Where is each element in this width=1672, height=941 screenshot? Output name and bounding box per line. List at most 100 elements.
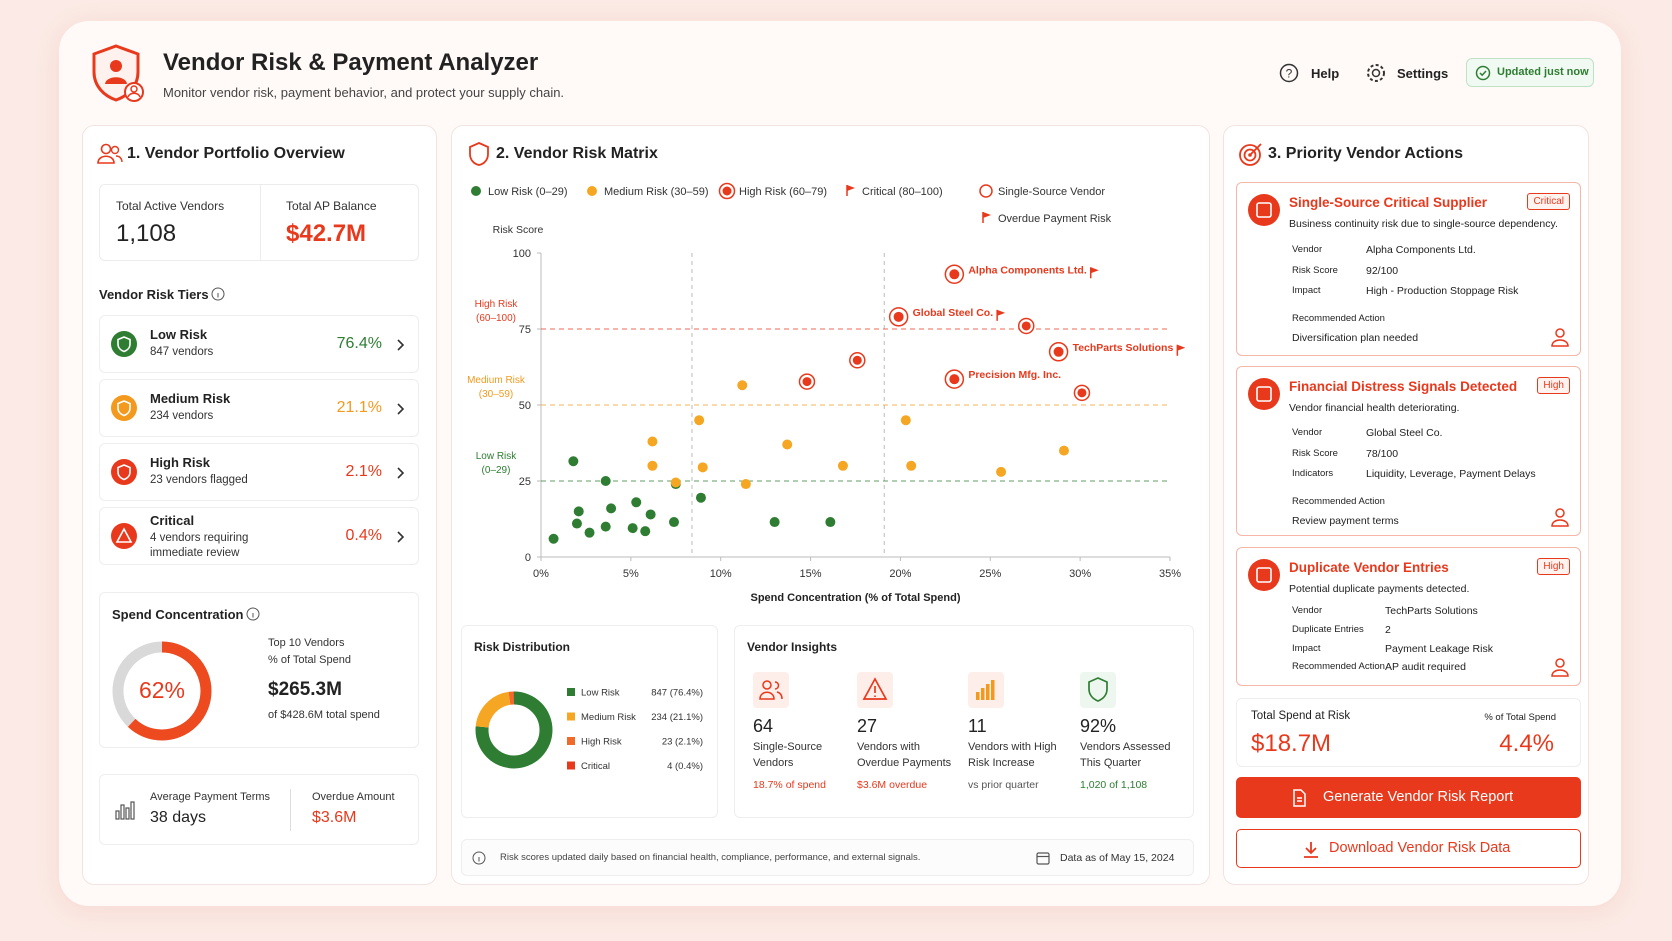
flag: [983, 212, 991, 218]
insight-note: 1,020 of 1,108: [1080, 779, 1148, 791]
card-badge: High: [1537, 377, 1570, 394]
button-glyph: [1304, 842, 1318, 858]
field-label: Vendor: [1292, 427, 1323, 438]
chevron-glyph: [397, 467, 405, 479]
info-icon: [472, 851, 486, 865]
help-icon[interactable]: ?: [1279, 63, 1299, 83]
field-value: 92/100: [1366, 264, 1399, 277]
payment-value: 38 days: [150, 809, 207, 826]
legend-swatch: [567, 712, 575, 721]
assign-icon: [1551, 658, 1569, 677]
chevron-glyph: [397, 531, 405, 543]
point: [782, 439, 793, 450]
point: [645, 509, 656, 520]
tier-detail: 4 vendors requiring immediate review: [150, 532, 249, 559]
tier-icon-glyph: [115, 527, 133, 543]
legend-swatch: [567, 761, 575, 770]
insight-value: 27: [857, 716, 878, 736]
threshold-label: High Risk: [475, 299, 519, 310]
flag: [1177, 344, 1186, 351]
action-card[interactable]: Financial Distress Signals Detected High V…: [1236, 366, 1581, 536]
card-icon: [1248, 194, 1280, 226]
legend-value: 23 (2.1%): [662, 737, 703, 748]
glyph: [991, 680, 995, 700]
help-link[interactable]: Help: [1311, 66, 1340, 81]
spend-caption: Top 10 Vendors: [268, 637, 345, 649]
kpi-divider: [260, 185, 261, 260]
threshold-range: (30–59): [479, 389, 513, 400]
point: [571, 518, 582, 529]
field-value: 78/100: [1366, 447, 1399, 460]
spend-amount: $265.3M: [268, 679, 342, 700]
insight-icon: [857, 672, 893, 708]
action-text: Diversification plan needed: [1292, 331, 1419, 344]
tier-row[interactable]: Low Risk 847 vendors 76.4%: [99, 315, 419, 373]
point: [697, 462, 708, 473]
assign-glyph: [1551, 519, 1569, 527]
tier-row[interactable]: High Risk 23 vendors flagged 2.1%: [99, 443, 419, 501]
tier-detail: 847 vendors: [150, 346, 214, 358]
button-icon: [1304, 842, 1318, 858]
tier-row[interactable]: Critical 4 vendors requiring immediate re…: [99, 507, 419, 565]
tier-icon: [111, 331, 137, 357]
distribution-box: Risk Distribution Low Risk 847 (76.4%) Medi…: [461, 625, 718, 818]
field-label: Vendor: [1292, 605, 1323, 616]
point: [548, 533, 559, 544]
tier-name: Low Risk: [150, 327, 208, 342]
x-tick-label: 15%: [800, 568, 822, 580]
card-icon-glyph: [1256, 567, 1272, 583]
info-circle: [211, 287, 225, 301]
field-value: Liquidity, Leverage, Payment Delays: [1366, 468, 1536, 480]
settings-link[interactable]: Settings: [1397, 66, 1449, 81]
point: [737, 380, 748, 391]
legend-label: Medium Risk: [581, 712, 636, 723]
threshold-range: (60–100): [476, 313, 516, 324]
legend-label: Low Risk: [581, 688, 620, 699]
box-title: Spend Concentration: [112, 607, 244, 622]
action-button[interactable]: Generate Vendor Risk Report: [1236, 777, 1581, 818]
action-card[interactable]: Single-Source Critical Supplier Critical B…: [1236, 182, 1581, 356]
glyph: [1088, 677, 1108, 702]
x-axis-title: Spend Concentration (% of Total Spend): [750, 592, 960, 604]
action-card[interactable]: Duplicate Vendor Entries High Potential du…: [1236, 547, 1581, 686]
insight-value: 92%: [1080, 716, 1117, 736]
footer-date: Data as of May 15, 2024: [1060, 852, 1175, 864]
x-tick-label: 10%: [710, 568, 732, 580]
settings-icon[interactable]: [1365, 62, 1387, 84]
spend-risk-share: 4.4%: [1499, 730, 1554, 757]
donut-label: 62%: [139, 677, 185, 703]
actions-panel: 3. Priority Vendor Actions Single-Source…: [1223, 125, 1589, 885]
card-title: Duplicate Vendor Entries: [1289, 560, 1449, 575]
point: [893, 311, 904, 322]
tier-icon-glyph: [117, 464, 131, 481]
field-value: 2: [1385, 623, 1391, 636]
point-label: Global Steel Co.: [913, 307, 994, 319]
flag: [1090, 267, 1099, 274]
action-button[interactable]: Download Vendor Risk Data: [1236, 829, 1581, 868]
insight-label: Vendors Assessed This Quarter: [1080, 741, 1171, 769]
x-tick-label: 20%: [889, 568, 911, 580]
field-value: High - Production Stoppage Risk: [1366, 285, 1519, 297]
point: [722, 186, 732, 196]
action-label: Recommended Action: [1292, 495, 1385, 507]
kpi-label: Total AP Balance: [286, 199, 377, 213]
portfolio-panel: 1. Vendor Portfolio Overview Total Activ…: [82, 125, 437, 885]
insight-note: 18.7% of spend: [753, 779, 826, 791]
status-text: Updated just now: [1497, 66, 1589, 78]
insight-icon: [1080, 672, 1116, 708]
payment-divider: [290, 789, 291, 831]
spend-note: of $428.6M total spend: [268, 709, 380, 721]
point: [627, 523, 638, 534]
svg-text:?: ?: [1286, 67, 1293, 81]
field-label: Impact: [1292, 285, 1321, 296]
tier-row[interactable]: Medium Risk 234 vendors 21.1%: [99, 379, 419, 437]
tier-icon-bg: [111, 459, 137, 485]
point: [852, 355, 862, 365]
field-value: TechParts Solutions: [1385, 605, 1478, 617]
tier-icon-bg: [111, 523, 137, 549]
button-label: Download Vendor Risk Data: [1329, 840, 1511, 856]
footer-bar: Risk scores updated daily based on finan…: [461, 839, 1194, 876]
legend-value: 4 (0.4%): [667, 761, 703, 772]
threshold-label: Medium Risk: [467, 375, 526, 386]
